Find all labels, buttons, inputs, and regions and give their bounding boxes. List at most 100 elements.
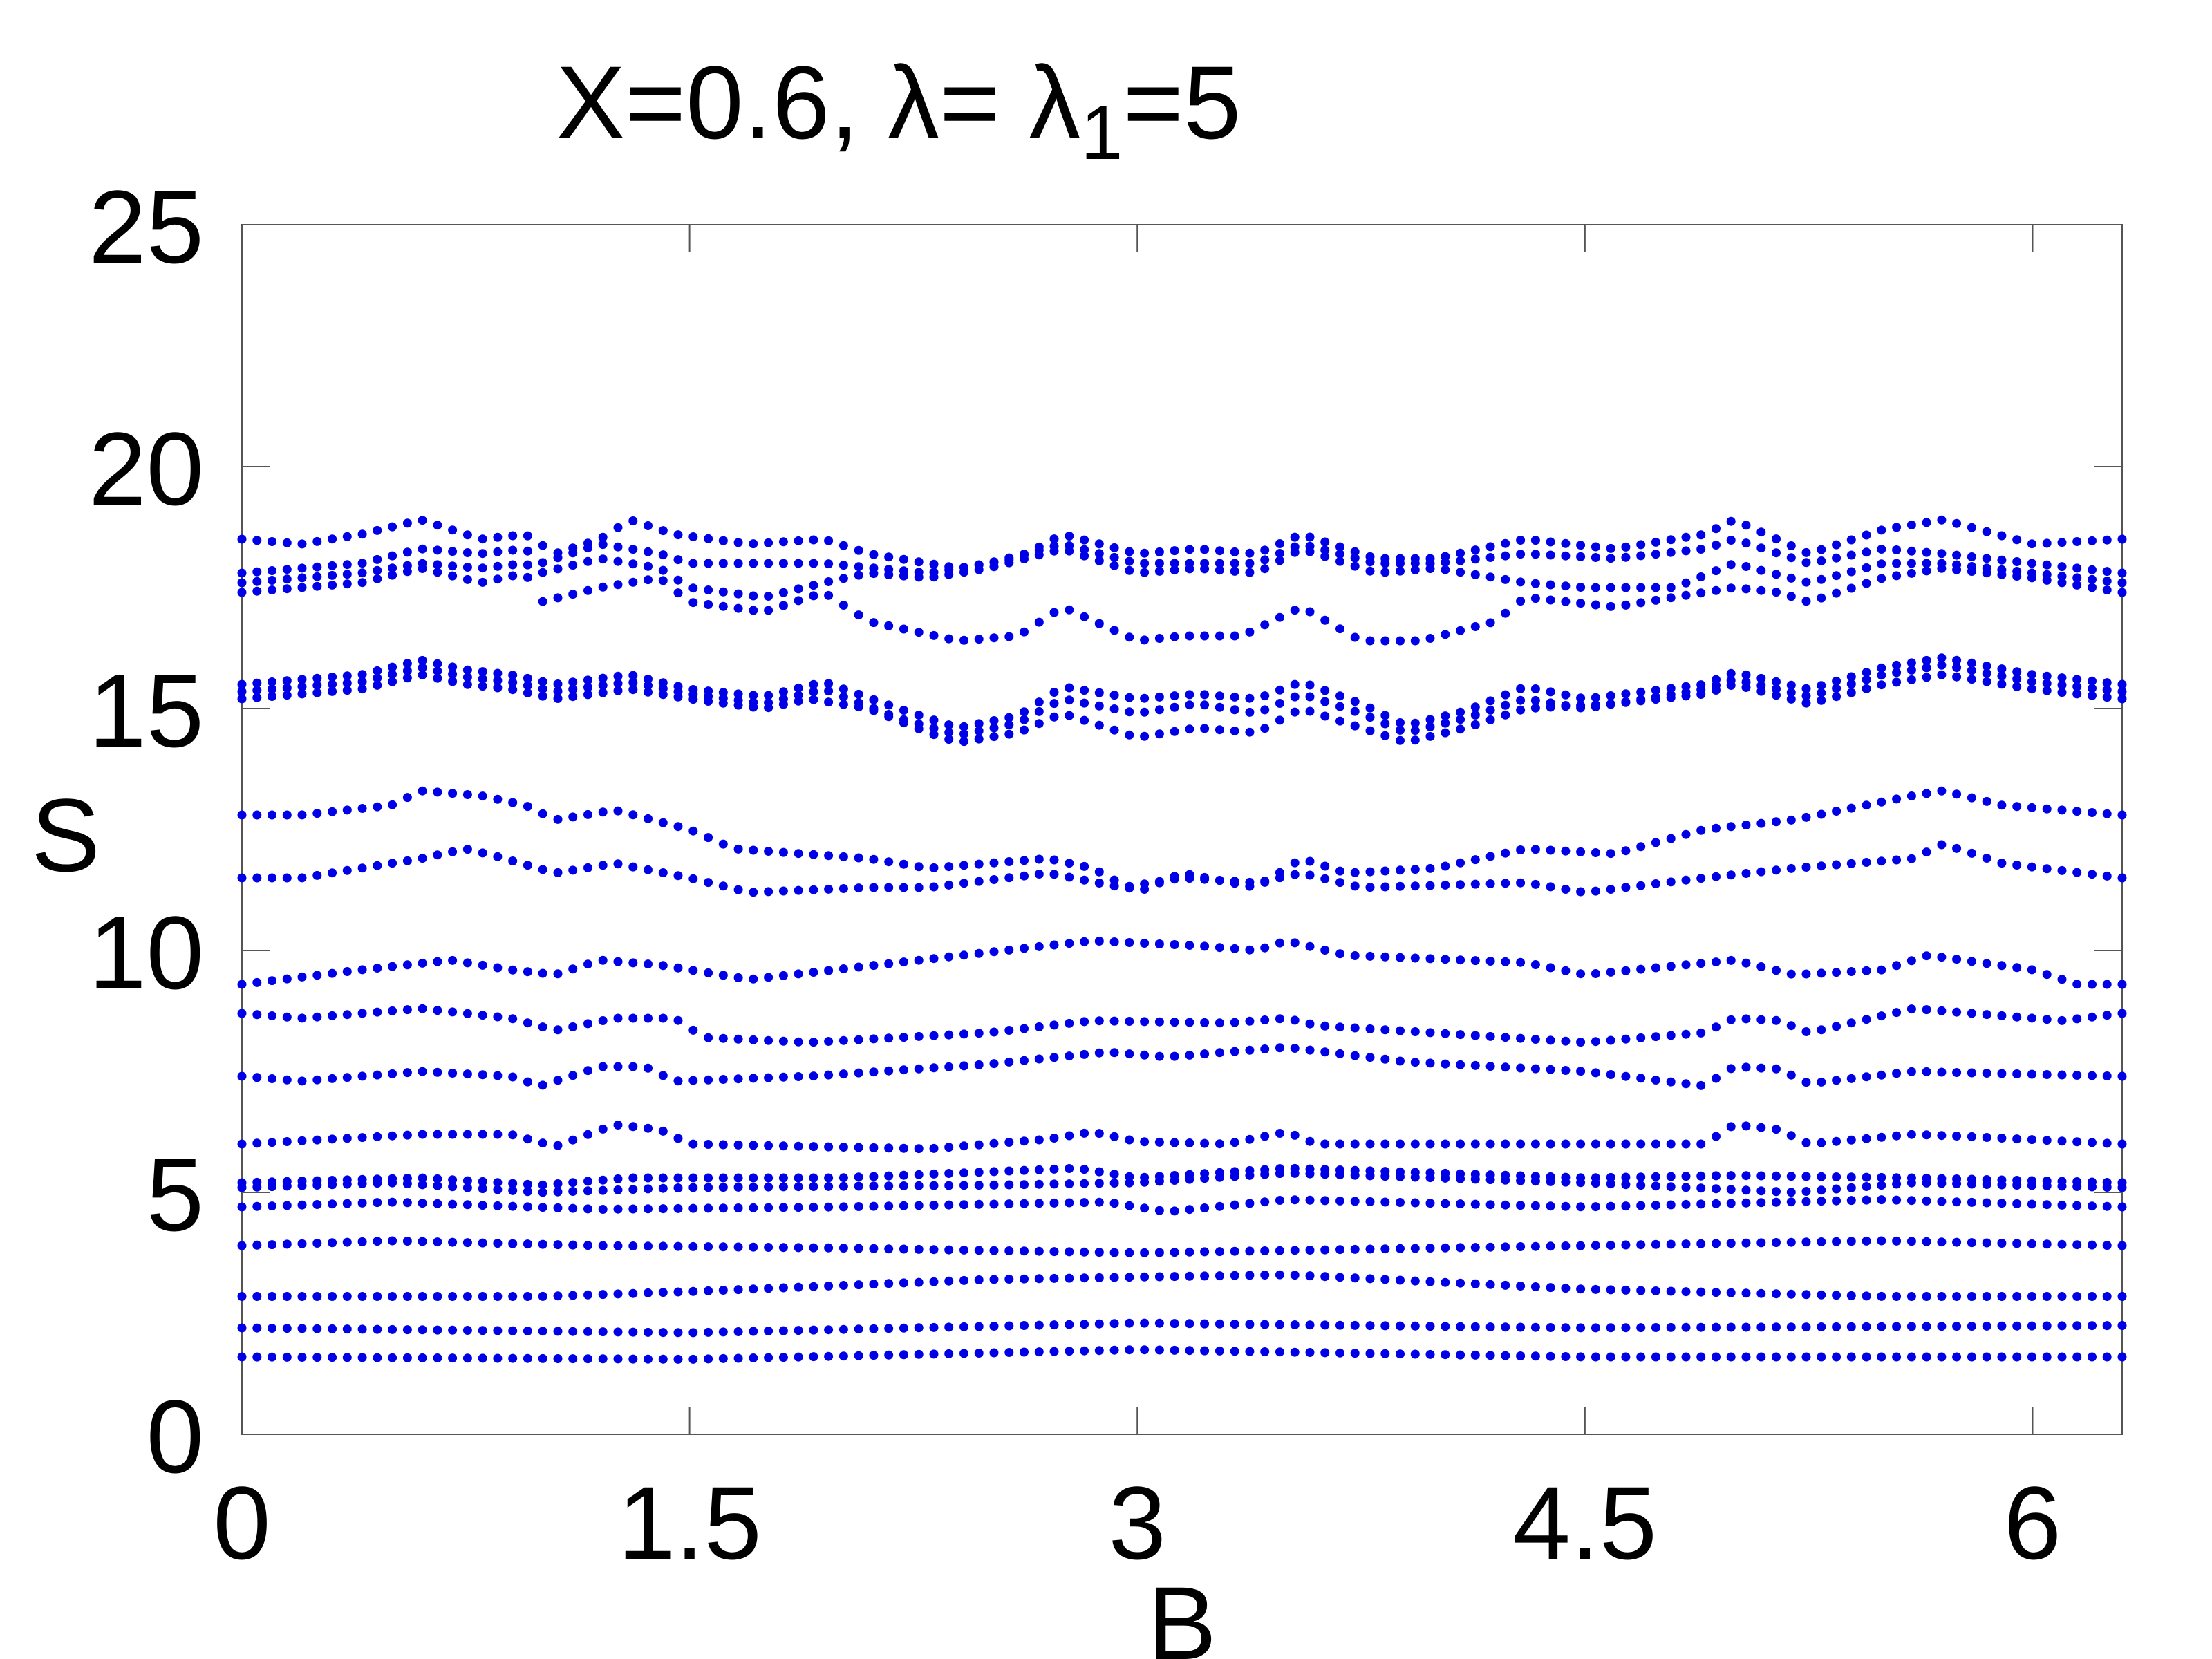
data-point (1396, 1275, 1405, 1285)
data-point (2117, 679, 2127, 689)
data-point (1817, 1185, 1826, 1195)
data-point (2117, 1139, 2127, 1149)
data-point (673, 1134, 683, 1143)
data-point (538, 1291, 547, 1301)
data-point (583, 538, 592, 548)
data-point (1501, 551, 1510, 561)
data-point (1967, 1009, 1976, 1018)
data-point (1832, 684, 1841, 693)
data-point (2117, 1241, 2127, 1250)
data-point (1396, 566, 1405, 576)
data-point (538, 1327, 547, 1336)
data-point (1801, 1197, 1811, 1206)
data-point (1967, 957, 1976, 966)
data-point (508, 1353, 518, 1363)
data-point (1576, 1202, 1586, 1212)
data-point (568, 1178, 578, 1188)
data-point (899, 1244, 908, 1254)
data-point (733, 1242, 743, 1252)
data-point (1365, 1166, 1375, 1176)
data-point (764, 1073, 774, 1082)
data-point (237, 810, 247, 820)
data-point (1877, 965, 1886, 975)
data-point (478, 960, 487, 970)
data-point (523, 1179, 532, 1189)
data-point (1681, 1183, 1691, 1192)
data-point (899, 1033, 908, 1042)
data-point (1937, 1131, 1947, 1141)
data-point (704, 585, 713, 594)
data-point (1380, 568, 1390, 577)
data-point (1862, 1182, 1871, 1191)
data-point (628, 810, 638, 820)
data-point (357, 677, 367, 686)
data-point (1425, 554, 1435, 563)
data-point (764, 1243, 774, 1252)
data-point (794, 683, 803, 693)
data-point (1320, 946, 1330, 955)
data-point (448, 1182, 458, 1192)
data-point (1034, 1199, 1044, 1208)
data-point (418, 516, 427, 525)
data-point (1982, 1175, 1991, 1184)
data-point (553, 1354, 563, 1363)
data-point (448, 1325, 458, 1335)
data-point (2057, 865, 2067, 875)
data-point (2057, 1136, 2067, 1146)
data-point (1786, 1172, 1796, 1181)
data-point (1049, 1053, 1059, 1062)
data-point (1862, 1072, 1871, 1082)
data-point (1320, 1196, 1330, 1206)
data-point (1772, 1322, 1781, 1332)
data-point (252, 686, 262, 695)
data-point (704, 1327, 713, 1337)
data-point (1425, 1277, 1435, 1286)
data-point (1516, 684, 1526, 693)
data-point (1320, 1348, 1330, 1358)
data-point (553, 1187, 563, 1197)
data-point (1561, 1352, 1571, 1361)
data-point (1817, 593, 1826, 603)
data-point (929, 1349, 939, 1359)
data-point (1456, 858, 1465, 868)
data-point (1485, 618, 1495, 628)
data-point (778, 1036, 788, 1046)
data-point (342, 1199, 352, 1208)
data-point (1260, 724, 1270, 733)
data-point (1260, 1015, 1270, 1024)
data-point (914, 1181, 924, 1190)
data-point (1275, 1129, 1284, 1138)
data-point (778, 1243, 788, 1253)
data-point (583, 863, 592, 872)
data-point (1365, 713, 1375, 722)
data-point (1335, 1196, 1344, 1206)
data-point (1290, 692, 1300, 702)
data-point (268, 976, 276, 986)
data-point (252, 1010, 262, 1020)
data-point (1530, 579, 1540, 588)
data-point (1020, 871, 1029, 881)
data-point (1425, 1349, 1435, 1359)
data-point (1576, 969, 1586, 979)
data-point (583, 959, 592, 969)
data-point (1516, 597, 1526, 606)
data-point (1666, 1077, 1676, 1087)
data-point (944, 1169, 954, 1178)
data-point (733, 973, 743, 982)
data-point (448, 662, 458, 672)
data-point (1772, 865, 1781, 875)
data-point (1290, 1347, 1300, 1357)
data-point (914, 1064, 924, 1074)
data-point (1546, 698, 1555, 708)
data-point (1636, 695, 1646, 704)
data-point (1020, 1180, 1029, 1190)
data-point (538, 568, 547, 577)
data-point (312, 673, 322, 683)
data-point (974, 1168, 984, 1177)
data-point (1982, 563, 1991, 573)
data-point (1892, 794, 1902, 804)
data-point (1681, 1079, 1691, 1089)
data-point (1170, 1248, 1179, 1257)
data-point (1425, 881, 1435, 890)
data-point (1712, 1132, 1721, 1141)
